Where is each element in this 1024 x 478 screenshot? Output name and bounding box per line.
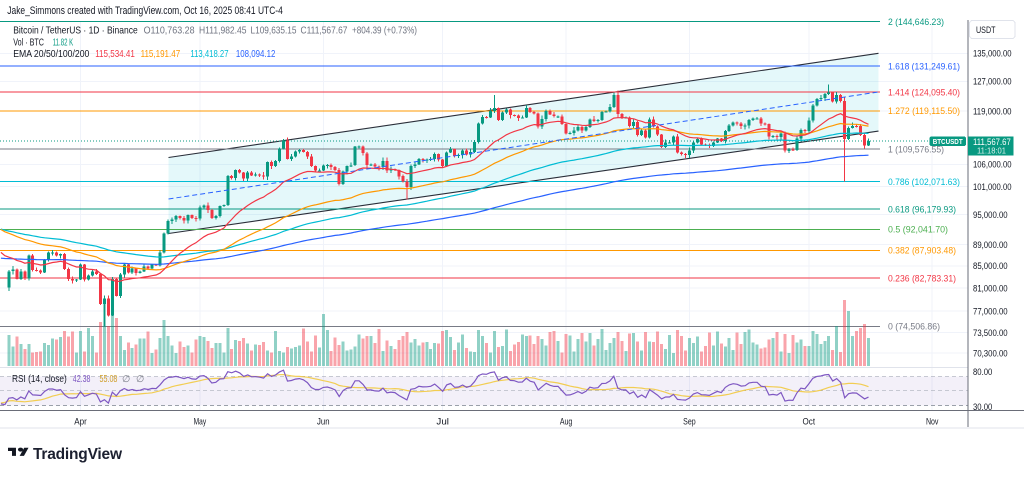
svg-text:42.38: 42.38 [73,373,91,385]
svg-text:1 (109,576.55): 1 (109,576.55) [888,144,944,155]
svg-text:1.414 (124,095.40): 1.414 (124,095.40) [888,87,960,98]
svg-text:1.618 (131,249.61): 1.618 (131,249.61) [888,62,960,73]
svg-text:127,000.00: 127,000.00 [973,77,1012,88]
svg-text:C111,567.67: C111,567.67 [301,24,348,36]
svg-text:11:18:01: 11:18:01 [977,146,1006,156]
svg-text:0.236 (82,783.31): 0.236 (82,783.31) [888,273,956,284]
svg-text:11.82 K: 11.82 K [53,36,73,48]
svg-text:TradingView: TradingView [33,446,123,463]
svg-text:+804.39 (+0.73%): +804.39 (+0.73%) [352,24,417,36]
svg-text:111,567.67: 111,567.67 [973,137,1011,148]
svg-text:115,534.41: 115,534.41 [95,48,135,60]
svg-text:Bitcoin / TetherUS · 1D · Bina: Bitcoin / TetherUS · 1D · Binance [13,24,138,36]
svg-text:∅: ∅ [122,374,130,385]
svg-text:EMA 20/50/100/200: EMA 20/50/100/200 [13,48,89,60]
svg-text:135,000.00: 135,000.00 [973,49,1012,60]
svg-text:30.00: 30.00 [973,402,992,413]
svg-text:USDT: USDT [976,25,996,36]
svg-text:101,000.00: 101,000.00 [973,182,1012,193]
svg-text:0 (74,506.86): 0 (74,506.86) [888,322,940,333]
svg-text:L109,635.15: L109,635.15 [251,24,297,36]
svg-text:O110,763.28: O110,763.28 [144,24,195,36]
svg-text:∅: ∅ [136,374,144,385]
svg-text:119,000.00: 119,000.00 [973,107,1012,118]
svg-text:2 (144,646.23): 2 (144,646.23) [888,17,944,28]
svg-text:89,000.00: 89,000.00 [973,240,1008,251]
svg-text:H111,982.45: H111,982.45 [199,24,247,36]
svg-text:108,094.12: 108,094.12 [236,48,276,60]
svg-text:Vol · BTC: Vol · BTC [13,36,44,48]
svg-text:0.618 (96,179.93): 0.618 (96,179.93) [888,204,956,215]
svg-text:RSI (14, close): RSI (14, close) [12,373,67,385]
svg-text:Oct: Oct [803,417,816,428]
svg-text:73,500.00: 73,500.00 [973,328,1008,339]
svg-text:85,000.00: 85,000.00 [973,261,1008,272]
svg-text:Nov: Nov [926,417,939,428]
svg-text:Aug: Aug [560,417,573,428]
svg-text:Sep: Sep [683,417,696,428]
svg-text:70,300.00: 70,300.00 [973,348,1008,359]
svg-text:113,418.27: 113,418.27 [190,48,228,60]
svg-text:Jul: Jul [436,417,449,428]
svg-text:1.272 (119,115.50): 1.272 (119,115.50) [888,106,960,117]
svg-text:0.786 (102,071.63): 0.786 (102,071.63) [888,177,960,188]
svg-text:106,000.00: 106,000.00 [973,160,1012,171]
svg-text:0.382 (87,903.48): 0.382 (87,903.48) [888,246,956,257]
svg-text:Jun: Jun [317,417,330,428]
svg-text:81,000.00: 81,000.00 [973,283,1008,294]
svg-text:BTCUSDT: BTCUSDT [933,137,963,146]
svg-text:95,000.00: 95,000.00 [973,210,1008,221]
svg-text:115,191.47: 115,191.47 [141,48,181,60]
svg-text:Apr: Apr [74,417,87,428]
svg-text:80.00: 80.00 [973,367,992,378]
svg-text:0.5 (92,041.70): 0.5 (92,041.70) [888,225,948,236]
svg-text:May: May [194,417,207,428]
svg-text:77,000.00: 77,000.00 [973,307,1008,318]
svg-text:Jake_Simmons created with Trad: Jake_Simmons created with TradingView.co… [7,5,283,17]
svg-text:55.08: 55.08 [100,373,118,385]
